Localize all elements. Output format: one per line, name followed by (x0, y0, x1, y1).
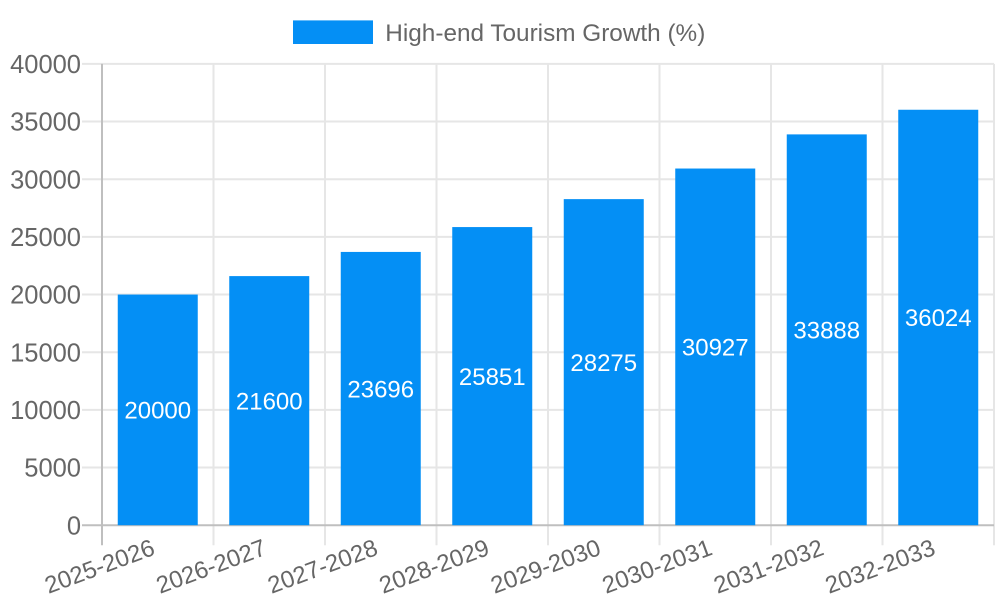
svg-text:40000: 40000 (10, 51, 81, 79)
svg-text:21600: 21600 (236, 388, 303, 415)
svg-text:33888: 33888 (793, 318, 860, 345)
svg-text:35000: 35000 (10, 109, 81, 137)
svg-text:25000: 25000 (10, 224, 81, 252)
svg-text:15000: 15000 (10, 339, 81, 367)
svg-text:0: 0 (67, 512, 81, 540)
svg-text:36024: 36024 (905, 305, 972, 332)
svg-text:20000: 20000 (124, 398, 191, 425)
svg-text:30000: 30000 (10, 166, 81, 194)
svg-text:30927: 30927 (682, 335, 749, 362)
svg-text:25851: 25851 (459, 364, 526, 391)
svg-text:23696: 23696 (347, 376, 414, 403)
svg-text:10000: 10000 (10, 397, 81, 425)
svg-text:High-end Tourism Growth (%): High-end Tourism Growth (%) (385, 20, 705, 47)
svg-text:5000: 5000 (24, 455, 81, 483)
svg-text:28275: 28275 (570, 350, 637, 377)
svg-text:20000: 20000 (10, 282, 81, 310)
